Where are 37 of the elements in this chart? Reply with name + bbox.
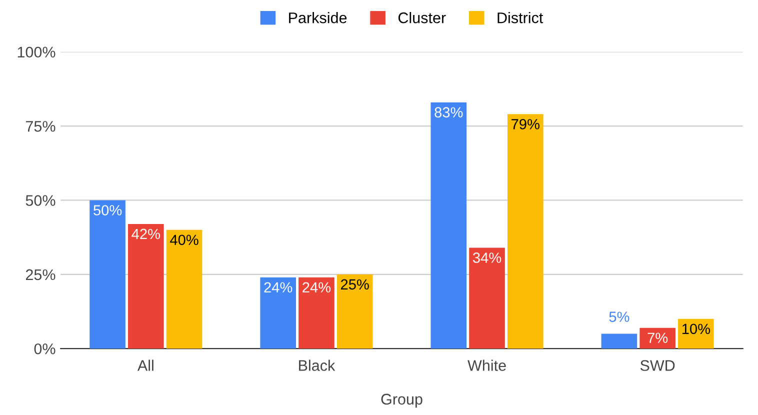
legend-label: Cluster [398, 12, 446, 24]
bar [469, 248, 505, 349]
bar [128, 224, 164, 349]
x-axis-title: Group [381, 394, 422, 408]
data-label: 83% [434, 107, 463, 118]
data-label: 42% [132, 228, 160, 240]
x-tick-label: White [468, 360, 506, 371]
data-label: 50% [94, 205, 122, 216]
data-label: 7% [648, 332, 668, 343]
data-label: 24% [302, 282, 331, 292]
bar [90, 200, 126, 349]
data-label: 40% [170, 234, 198, 246]
y-tick-label: 0% [34, 343, 56, 354]
bar [601, 334, 638, 349]
y-tick-label: 50% [26, 195, 56, 206]
x-tick-label: SWD [640, 360, 675, 371]
data-label: 34% [472, 252, 502, 263]
bar [507, 114, 544, 349]
bar [166, 230, 202, 349]
bar [298, 277, 334, 349]
data-label: 5% [609, 312, 630, 322]
bar [336, 274, 373, 349]
bar [430, 102, 467, 349]
data-label: 24% [264, 282, 292, 292]
bar [260, 277, 296, 349]
data-label: 25% [340, 279, 369, 290]
data-label: 10% [682, 324, 710, 334]
y-tick-label: 100% [18, 46, 56, 58]
legend-label: District [498, 12, 544, 24]
x-tick-label: Black [299, 360, 336, 371]
y-tick-label: 75% [26, 120, 56, 132]
y-tick-label: 25% [26, 269, 56, 280]
bar [640, 328, 676, 349]
bar [678, 318, 714, 349]
x-tick-label: All [137, 360, 154, 371]
legend-label: Parkside [289, 12, 347, 24]
data-label: 79% [512, 119, 540, 130]
